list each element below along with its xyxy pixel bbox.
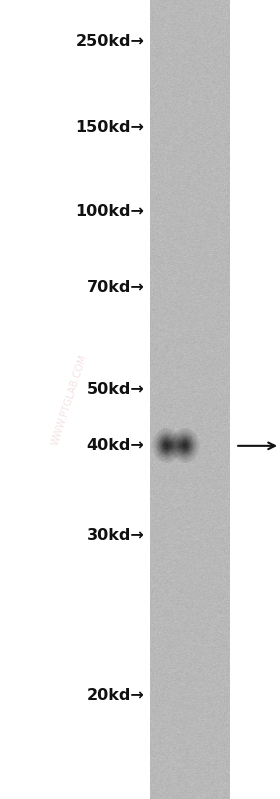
Text: 70kd→: 70kd→	[87, 280, 144, 295]
Text: 250kd→: 250kd→	[75, 34, 144, 49]
Text: WWW.PTGLAB.COM: WWW.PTGLAB.COM	[51, 352, 89, 447]
Text: 40kd→: 40kd→	[87, 439, 144, 453]
Text: 50kd→: 50kd→	[87, 383, 144, 397]
Text: 20kd→: 20kd→	[87, 688, 144, 702]
Text: 100kd→: 100kd→	[75, 205, 144, 219]
Text: 30kd→: 30kd→	[87, 528, 144, 543]
Text: 150kd→: 150kd→	[75, 121, 144, 135]
